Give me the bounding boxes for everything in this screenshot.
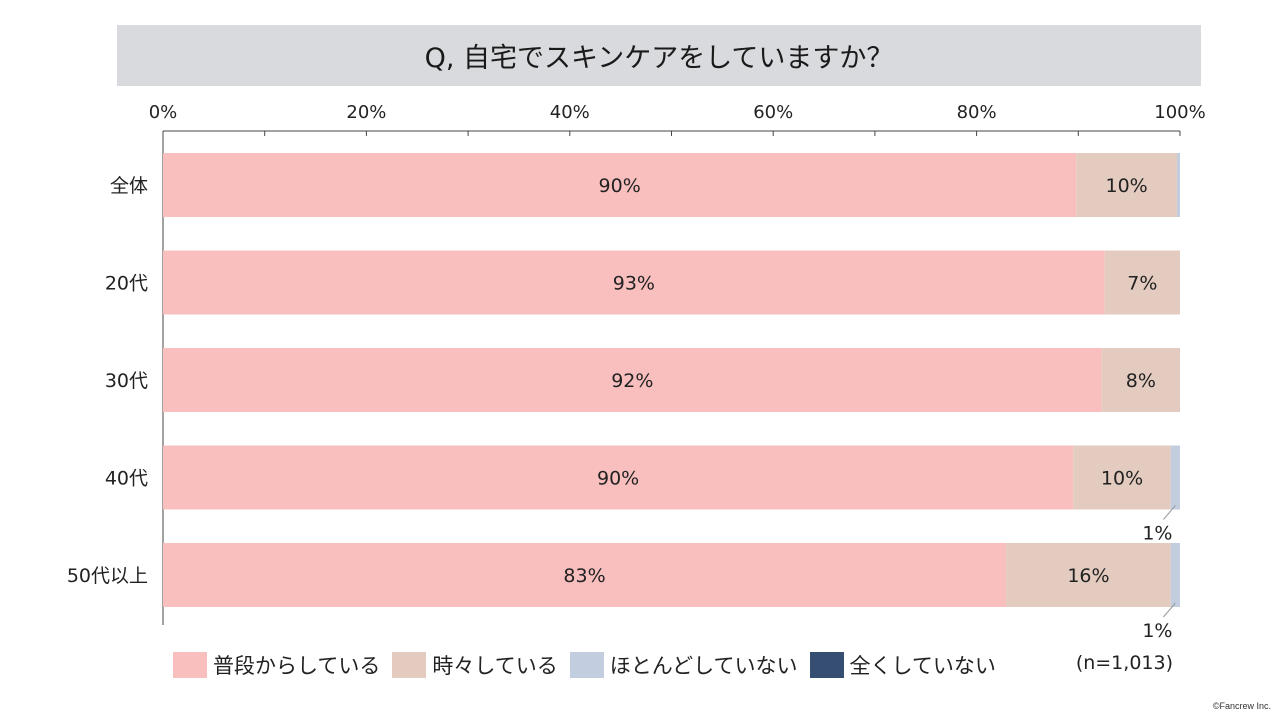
bar-segment bbox=[163, 543, 1007, 607]
bar-segment bbox=[163, 250, 1105, 315]
copyright: ©Fancrew Inc. bbox=[1212, 701, 1271, 711]
data-label: 83% bbox=[563, 565, 605, 587]
category-label: 30代 bbox=[105, 370, 148, 392]
x-tick-label: 20% bbox=[346, 102, 386, 123]
data-label: 8% bbox=[1126, 370, 1156, 392]
bar-segment bbox=[1101, 348, 1180, 412]
bar-segment bbox=[1076, 153, 1177, 217]
data-label: 10% bbox=[1101, 468, 1143, 490]
bar-segment bbox=[1006, 543, 1171, 607]
x-tick-label: 40% bbox=[550, 102, 590, 123]
data-label: 90% bbox=[597, 468, 639, 490]
legend-item-sometimes: 時々している bbox=[392, 650, 558, 680]
data-label-leader bbox=[1163, 505, 1176, 520]
legend-swatch-never bbox=[809, 652, 844, 678]
legend-label-never: 全くしていない bbox=[849, 654, 996, 678]
data-label: 16% bbox=[1067, 565, 1109, 587]
legend: 普段からしている 時々している ほとんどしていない 全くしていない bbox=[173, 651, 1008, 679]
x-tick-label: 100% bbox=[1154, 102, 1205, 123]
data-label: 1% bbox=[1142, 523, 1172, 545]
x-tick-label: 60% bbox=[753, 102, 793, 123]
legend-swatch-rarely bbox=[569, 652, 604, 678]
legend-item-never: 全くしていない bbox=[809, 650, 996, 680]
data-label: 10% bbox=[1105, 175, 1147, 197]
legend-label-sometimes: 時々している bbox=[432, 654, 558, 678]
x-tick-label: 0% bbox=[149, 102, 178, 123]
data-label: 7% bbox=[1127, 273, 1157, 295]
legend-swatch-sometimes bbox=[392, 652, 427, 678]
bar-segment bbox=[1104, 250, 1180, 315]
bar-segment bbox=[163, 445, 1074, 510]
data-label-leader bbox=[1163, 602, 1176, 618]
data-label: 1% bbox=[1142, 620, 1172, 642]
chart-title: Q, 自宅でスキンケアをしていますか？ bbox=[424, 43, 894, 74]
legend-item-always: 普段からしている bbox=[173, 650, 380, 680]
data-label: 90% bbox=[599, 175, 641, 197]
legend-label-always: 普段からしている bbox=[213, 654, 381, 678]
category-label: 全体 bbox=[110, 175, 148, 197]
sample-size: (n=1,013) bbox=[1075, 652, 1173, 674]
data-label: 93% bbox=[613, 273, 655, 295]
category-label: 50代以上 bbox=[67, 565, 148, 587]
x-tick-label: 80% bbox=[957, 102, 997, 123]
category-label: 40代 bbox=[105, 468, 148, 490]
legend-swatch-always bbox=[173, 652, 207, 678]
bar-segment bbox=[1170, 543, 1180, 607]
bar-segment bbox=[1176, 153, 1180, 217]
bar-segment bbox=[1073, 445, 1171, 510]
legend-item-rarely: ほとんどしていない bbox=[569, 650, 798, 680]
bar-segment bbox=[163, 348, 1102, 412]
bar-segment bbox=[163, 153, 1077, 217]
chart-title-bar: Q, 自宅でスキンケアをしていますか？ bbox=[117, 25, 1201, 86]
bar-segment bbox=[1170, 445, 1180, 510]
data-label: 92% bbox=[611, 370, 653, 392]
category-label: 20代 bbox=[105, 273, 148, 295]
legend-label-rarely: ほとんどしていない bbox=[609, 654, 798, 678]
